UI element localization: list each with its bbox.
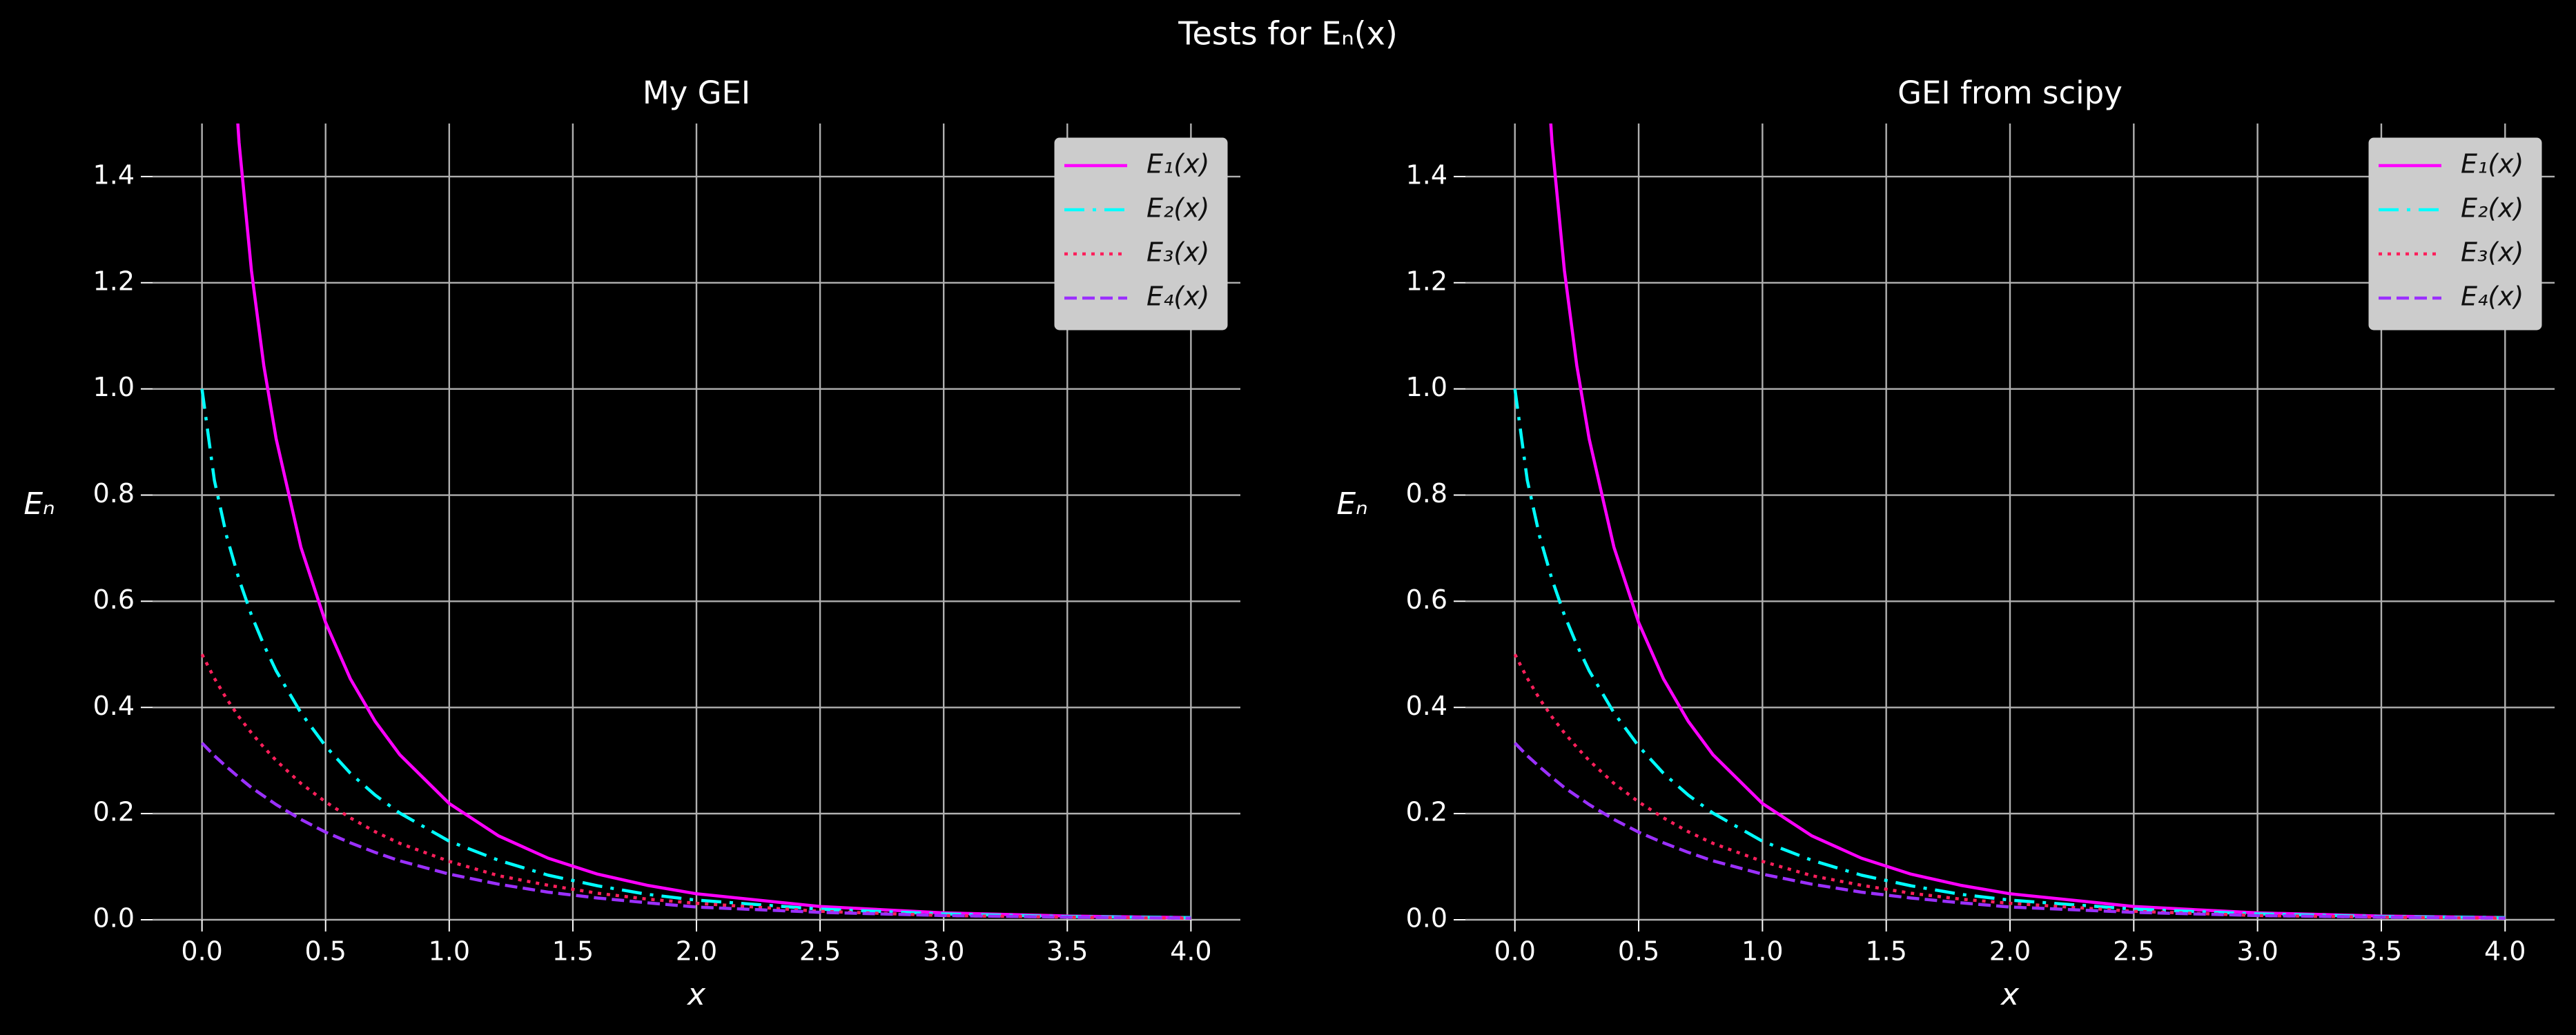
x-tick-label: 0.0 — [181, 936, 222, 967]
x-tick-label: 3.0 — [2236, 936, 2278, 967]
y-tick-label: 1.2 — [93, 266, 135, 296]
y-tick-label: 0.2 — [93, 797, 135, 827]
subplot: My GEI 0.0 0.2 0.4 0.6 0.8 1.0 1.2 1.4 0.0 0.5 1.0 1… — [23, 75, 1240, 1012]
y-axis-label: Eₙ — [23, 486, 55, 522]
series-line — [1514, 742, 2506, 920]
x-tick-label: 0.5 — [305, 936, 347, 967]
x-tick-label: 2.5 — [2113, 936, 2154, 967]
series-line — [236, 124, 1191, 920]
y-tick-label: 0.0 — [93, 903, 135, 934]
x-tick-label: 2.0 — [1989, 936, 2031, 967]
series-line — [200, 388, 1191, 920]
y-tick-label: 1.2 — [1406, 266, 1447, 296]
subplot-title: GEI from scipy — [1897, 75, 2123, 111]
x-tick-label: 0.0 — [1494, 936, 1536, 967]
x-axis-label: x — [686, 977, 706, 1012]
legend-label: E₁(x) — [2461, 149, 2524, 179]
subplot: GEI from scipy 0.0 0.2 0.4 0.6 0.8 1.0 1.2 1.4 0.… — [1336, 75, 2555, 1012]
series-line — [200, 653, 1191, 920]
y-tick-label: 0.6 — [1406, 584, 1447, 615]
y-tick-label: 1.0 — [93, 372, 135, 402]
x-tick-label: 1.5 — [552, 936, 594, 967]
y-axis-label: Eₙ — [1336, 486, 1367, 522]
legend-label: E₄(x) — [1146, 282, 1209, 312]
x-tick-label: 0.5 — [1618, 936, 1659, 967]
x-tick-label: 3.0 — [923, 936, 964, 967]
y-tick-label: 0.4 — [93, 691, 135, 721]
legend-label: E₃(x) — [1146, 237, 1209, 268]
legend-label: E₂(x) — [2461, 193, 2524, 224]
legend-label: E₁(x) — [1146, 149, 1209, 179]
legend: E₁(x) E₂(x) E₃(x) E₄(x) — [2368, 137, 2542, 331]
legend-label: E₃(x) — [2461, 237, 2524, 268]
legend-box — [2368, 137, 2542, 331]
subplot-title: My GEI — [643, 75, 750, 111]
x-axis-label: x — [2000, 977, 2020, 1012]
y-tick-label: 0.6 — [93, 584, 135, 615]
y-tick-label: 1.4 — [1406, 159, 1447, 190]
x-tick-label: 2.0 — [676, 936, 717, 967]
figure-title: Tests for Eₙ(x) — [1178, 15, 1398, 52]
legend-box — [1054, 137, 1228, 331]
legend: E₁(x) E₂(x) E₃(x) E₄(x) — [1054, 137, 1228, 331]
series-line — [1513, 388, 2506, 920]
x-tick-label: 1.0 — [1741, 936, 1783, 967]
y-tick-label: 0.8 — [93, 478, 135, 509]
y-tick-label: 0.4 — [1406, 691, 1447, 721]
x-tick-label: 1.0 — [429, 936, 470, 967]
series-line — [201, 742, 1191, 920]
y-tick-label: 0.8 — [1406, 478, 1447, 509]
y-tick-label: 0.2 — [1406, 797, 1447, 827]
x-tick-label: 4.0 — [1170, 936, 1211, 967]
series-line — [1513, 653, 2506, 920]
x-tick-label: 3.5 — [1046, 936, 1088, 967]
x-tick-label: 1.5 — [1865, 936, 1906, 967]
x-tick-label: 4.0 — [2484, 936, 2526, 967]
y-tick-label: 1.4 — [93, 159, 135, 190]
y-tick-label: 1.0 — [1406, 372, 1447, 402]
x-tick-label: 2.5 — [799, 936, 841, 967]
series-line — [1549, 124, 2506, 920]
x-tick-label: 3.5 — [2361, 936, 2402, 967]
y-tick-label: 0.0 — [1406, 903, 1447, 934]
legend-label: E₄(x) — [2461, 282, 2524, 312]
legend-label: E₂(x) — [1146, 193, 1209, 224]
